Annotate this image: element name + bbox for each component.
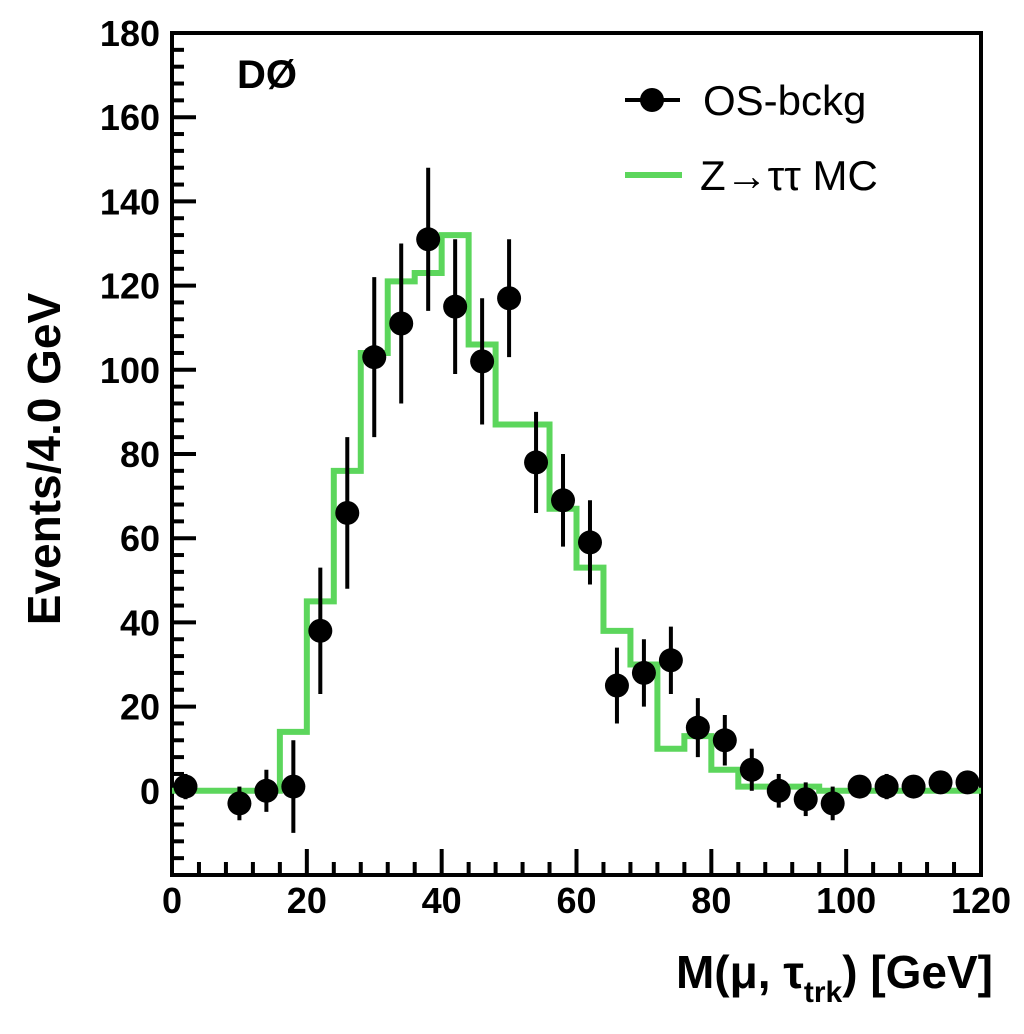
data-point — [820, 791, 845, 816]
legend-marker-point — [640, 88, 664, 112]
y-tick-label: 180 — [100, 13, 160, 54]
data-point — [847, 774, 872, 799]
legend-label-data: OS-bckg — [703, 77, 866, 124]
data-point — [389, 311, 414, 336]
y-tick-label: 80 — [120, 434, 160, 475]
legend-label-mc: Z→ττ MC — [700, 152, 878, 199]
data-point — [335, 500, 360, 525]
y-tick-label: 140 — [100, 181, 160, 222]
y-tick-label: 100 — [100, 350, 160, 391]
data-point — [712, 728, 737, 753]
y-tick-label: 0 — [140, 771, 160, 812]
y-axis-title: Events/4.0 GeV — [18, 292, 70, 625]
data-point — [766, 778, 791, 803]
data-point — [497, 286, 522, 311]
data-points — [173, 167, 980, 833]
data-point — [362, 345, 387, 370]
data-point — [443, 294, 468, 319]
data-point — [416, 227, 441, 252]
data-point — [658, 648, 683, 673]
data-point — [901, 774, 926, 799]
data-point — [254, 778, 279, 803]
legend: OS-bckg Z→ττ MC — [625, 77, 878, 199]
x-tick-label: 80 — [691, 880, 731, 921]
data-point — [685, 715, 710, 740]
mc-histogram — [172, 232, 981, 794]
data-point — [631, 660, 656, 685]
data-point — [173, 774, 198, 799]
y-tick-labels: 0 20 40 60 80 100 120 140 160 180 — [100, 13, 160, 812]
data-point — [227, 791, 252, 816]
data-point — [551, 488, 576, 513]
x-tick-label: 20 — [287, 880, 327, 921]
x-tick-label: 0 — [162, 880, 182, 921]
data-point — [281, 774, 306, 799]
x-axis-title: M(μ, τtrk) [GeV] — [676, 946, 993, 1009]
mc-step-line — [172, 232, 981, 794]
data-point — [577, 530, 602, 555]
x-tick-label: 100 — [816, 880, 876, 921]
y-tick-label: 40 — [120, 602, 160, 643]
data-point — [793, 787, 818, 812]
data-point — [928, 770, 953, 795]
data-point — [308, 618, 333, 643]
data-point — [874, 774, 899, 799]
x-tick-label: 60 — [556, 880, 596, 921]
experiment-label: DØ — [237, 53, 297, 97]
data-point — [604, 673, 629, 698]
x-axis-title-sub: trk — [804, 976, 843, 1009]
y-tick-label: 20 — [120, 687, 160, 728]
data-point — [470, 349, 495, 374]
y-tick-label: 120 — [100, 266, 160, 307]
y-tick-label: 60 — [120, 518, 160, 559]
data-point — [524, 450, 549, 475]
x-axis-title-main: M(μ, τ — [676, 946, 804, 998]
data-point — [955, 770, 980, 795]
x-tick-labels: 0 20 40 60 80 100 120 — [162, 880, 1011, 921]
x-axis-title-tail: ) [GeV] — [842, 946, 993, 998]
y-tick-label: 160 — [100, 97, 160, 138]
data-point — [739, 757, 764, 782]
x-tick-label: 120 — [951, 880, 1011, 921]
x-tick-label: 40 — [422, 880, 462, 921]
